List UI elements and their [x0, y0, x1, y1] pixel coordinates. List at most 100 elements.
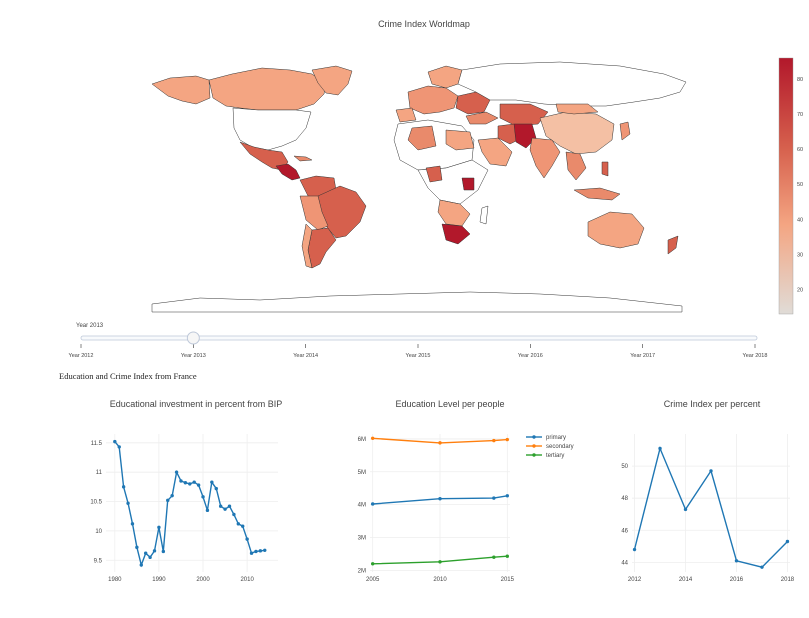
data-point[interactable]	[785, 539, 790, 544]
slider-step-label[interactable]: Year 2015	[406, 353, 431, 359]
country-nigeria[interactable]	[425, 165, 443, 183]
country-scandinavia[interactable]	[427, 65, 463, 89]
data-point[interactable]	[438, 497, 442, 501]
data-point[interactable]	[139, 563, 143, 567]
data-point[interactable]	[505, 437, 510, 442]
country-kazakhstan[interactable]	[499, 103, 549, 127]
slider-step-label[interactable]: Year 2017	[630, 353, 655, 359]
country-indonesia[interactable]	[573, 187, 621, 201]
data-point[interactable]	[438, 560, 442, 564]
country-argentina[interactable]	[307, 227, 337, 269]
data-point[interactable]	[438, 441, 442, 445]
crime-index-chart[interactable]: Crime Index per percent 44 46 48 50 2012 2014 2…	[600, 392, 809, 602]
data-point[interactable]	[370, 562, 375, 566]
data-point[interactable]	[760, 565, 764, 569]
slider-step-label[interactable]: Year 2018	[743, 353, 768, 359]
country-europe-west[interactable]	[407, 85, 459, 115]
country-iberia[interactable]	[395, 107, 417, 123]
data-point[interactable]	[117, 445, 121, 449]
data-point[interactable]	[192, 480, 196, 484]
data-point[interactable]	[370, 436, 375, 440]
data-point[interactable]	[161, 549, 166, 554]
data-point[interactable]	[734, 559, 739, 563]
crime-worldmap-chart[interactable]: Crime Index Worldmap	[0, 0, 809, 370]
country-philippines[interactable]	[601, 161, 609, 177]
country-south-africa[interactable]	[441, 223, 471, 245]
country-arabia[interactable]	[477, 137, 513, 167]
data-point[interactable]	[157, 525, 161, 530]
data-point[interactable]	[505, 494, 510, 498]
country-alaska[interactable]	[151, 75, 211, 105]
country-japan[interactable]	[619, 121, 631, 141]
slider-rail[interactable]	[80, 335, 758, 341]
data-point[interactable]	[121, 485, 126, 489]
country-cuba[interactable]	[293, 155, 313, 162]
data-point[interactable]	[205, 508, 210, 513]
data-point[interactable]	[166, 498, 170, 503]
data-point[interactable]	[249, 551, 254, 555]
world-map[interactable]	[151, 61, 687, 313]
data-point[interactable]	[245, 537, 249, 541]
education-investment-chart[interactable]: Educational investment in percent from B…	[60, 392, 330, 602]
country-algeria[interactable]	[407, 125, 437, 151]
data-point[interactable]	[170, 493, 174, 498]
data-point[interactable]	[201, 495, 205, 499]
data-point[interactable]	[683, 507, 688, 512]
data-point[interactable]	[126, 501, 130, 505]
data-point[interactable]	[658, 446, 662, 451]
data-point[interactable]	[214, 486, 218, 491]
data-point[interactable]	[218, 504, 223, 508]
country-mongolia[interactable]	[555, 103, 599, 115]
slider-step-label[interactable]: Year 2012	[69, 353, 94, 359]
country-kenya[interactable]	[461, 177, 475, 191]
data-point[interactable]	[143, 551, 148, 555]
country-chile[interactable]	[301, 223, 313, 269]
data-point[interactable]	[152, 549, 157, 553]
data-point[interactable]	[254, 549, 258, 554]
country-greenland[interactable]	[311, 65, 353, 96]
legend-label[interactable]: tertiary	[546, 453, 564, 459]
data-point[interactable]	[223, 507, 227, 511]
data-point[interactable]	[148, 555, 152, 560]
data-point[interactable]	[709, 469, 713, 473]
country-southeast-asia[interactable]	[565, 151, 587, 181]
data-point[interactable]	[113, 439, 117, 444]
slider-step-label[interactable]: Year 2016	[518, 353, 543, 359]
slider-handle[interactable]	[186, 331, 200, 345]
data-point[interactable]	[492, 555, 496, 559]
data-point[interactable]	[236, 522, 241, 526]
data-point[interactable]	[130, 522, 135, 526]
country-madagascar[interactable]	[479, 205, 489, 225]
data-point[interactable]	[183, 481, 188, 485]
slider-step-label[interactable]: Year 2014	[293, 353, 318, 359]
country-new-zealand[interactable]	[667, 235, 679, 255]
data-point[interactable]	[227, 504, 232, 508]
country-central-america[interactable]	[275, 163, 301, 181]
data-point[interactable]	[174, 470, 179, 474]
data-point[interactable]	[196, 483, 201, 487]
data-point[interactable]	[492, 496, 496, 500]
country-india[interactable]	[529, 137, 561, 179]
data-point[interactable]	[232, 512, 236, 517]
data-point[interactable]	[492, 438, 496, 443]
slider-step-label[interactable]: Year 2013	[181, 353, 206, 359]
education-level-chart[interactable]: Education Level per people 2M 3M 4M 5M 6M 2005…	[330, 392, 600, 602]
data-point[interactable]	[179, 479, 183, 483]
data-point[interactable]	[188, 482, 192, 486]
data-point[interactable]	[370, 502, 375, 506]
country-southern-africa[interactable]	[437, 199, 471, 227]
country-usa[interactable]	[232, 107, 312, 151]
data-point[interactable]	[241, 524, 245, 528]
legend-label[interactable]: secondary	[546, 444, 574, 450]
country-libya-egypt[interactable]	[445, 129, 475, 151]
data-point[interactable]	[505, 554, 510, 558]
country-peru-bolivia[interactable]	[299, 195, 329, 231]
data-point[interactable]	[263, 548, 267, 552]
country-canada[interactable]	[208, 67, 327, 111]
country-australia[interactable]	[587, 211, 645, 249]
data-point[interactable]	[258, 549, 263, 553]
country-turkey[interactable]	[465, 111, 499, 125]
data-point[interactable]	[135, 545, 139, 550]
country-russia[interactable]	[457, 61, 687, 107]
data-point[interactable]	[632, 547, 637, 552]
